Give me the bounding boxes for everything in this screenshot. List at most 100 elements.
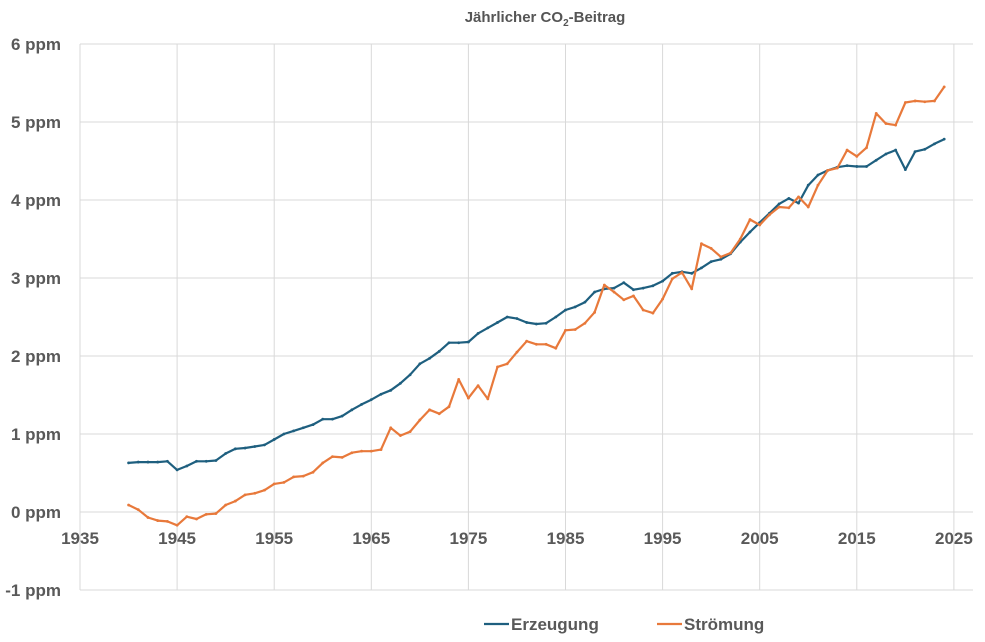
data-point: [797, 195, 800, 199]
data-point: [768, 213, 771, 217]
data-point: [632, 288, 635, 292]
data-point: [933, 142, 936, 146]
data-point: [379, 392, 383, 396]
data-point: [486, 397, 490, 401]
data-point: [379, 448, 383, 451]
x-tick-label: 1965: [352, 529, 390, 548]
data-point: [661, 297, 664, 301]
y-gridlines: [80, 43, 973, 591]
data-point: [942, 137, 946, 141]
data-point: [292, 429, 296, 433]
data-point: [428, 356, 431, 360]
y-tick-label: -1 ppm: [5, 581, 61, 600]
data-point: [428, 408, 431, 412]
data-point: [224, 452, 228, 455]
data-point: [243, 446, 247, 450]
data-point: [709, 260, 713, 264]
data-point: [544, 321, 548, 325]
data-point: [758, 223, 762, 227]
data-point: [263, 443, 266, 447]
series-erzeugung: [127, 137, 946, 472]
y-tick-label: 1 ppm: [11, 425, 61, 444]
data-point: [564, 328, 567, 332]
data-point: [496, 321, 499, 324]
y-tick-label: 3 ppm: [11, 269, 61, 288]
data-point: [544, 342, 548, 346]
data-point: [476, 384, 480, 388]
data-point: [486, 326, 490, 330]
y-tick-label: 0 ppm: [11, 503, 61, 522]
data-point: [496, 365, 499, 369]
data-point: [369, 449, 373, 453]
data-point: [185, 515, 189, 519]
legend-item-strömung: Strömung: [657, 615, 764, 634]
legend-item-erzeugung: Erzeugung: [484, 615, 599, 634]
data-point: [156, 460, 160, 464]
data-point: [301, 474, 305, 478]
legend-label: Strömung: [684, 615, 764, 634]
data-point: [874, 158, 878, 162]
data-point: [534, 322, 538, 326]
series-strömung: [127, 85, 946, 527]
y-tick-label: 4 ppm: [11, 191, 61, 210]
data-point: [593, 310, 597, 314]
data-point: [127, 461, 130, 465]
data-point: [651, 311, 655, 315]
data-point: [321, 417, 325, 421]
data-point: [816, 183, 820, 187]
data-point: [865, 165, 868, 168]
data-point: [408, 373, 412, 377]
y-axis-tick-labels: -1 ppm 0 ppm 1 ppm 2 ppm 3 ppm 4 ppm 5 ppm 6 pp…: [5, 35, 61, 600]
data-point: [593, 290, 597, 294]
x-tick-label: 1955: [255, 529, 293, 548]
data-point: [243, 493, 247, 497]
data-point: [884, 122, 888, 125]
data-point: [214, 459, 218, 462]
data-point: [204, 459, 208, 463]
x-tick-label: 1945: [158, 529, 196, 548]
data-point: [175, 523, 179, 527]
data-point: [894, 123, 898, 127]
legend: Erzeugung Strömung: [484, 615, 764, 634]
data-point: [467, 396, 470, 400]
data-point: [670, 277, 674, 281]
data-point: [437, 412, 441, 416]
data-point: [690, 287, 694, 291]
data-point: [437, 349, 441, 353]
data-point: [360, 402, 363, 406]
series-line: [128, 138, 945, 471]
data-point: [748, 230, 752, 234]
x-tick-label: 1935: [61, 529, 99, 548]
data-point: [651, 284, 655, 288]
data-point: [389, 426, 393, 430]
data-point: [515, 317, 519, 320]
data-point: [389, 388, 393, 392]
data-point: [301, 426, 305, 430]
data-point: [233, 499, 237, 503]
data-point: [272, 438, 276, 441]
data-point: [505, 362, 509, 366]
data-point: [505, 315, 509, 319]
data-point: [350, 408, 354, 412]
data-point: [923, 147, 927, 151]
data-point: [418, 418, 422, 422]
data-point: [156, 519, 160, 522]
data-point: [399, 434, 402, 437]
data-point: [602, 283, 606, 287]
data-point: [175, 468, 179, 472]
data-point: [311, 470, 315, 474]
chart-title: Jährlicher CO2-Beitrag: [465, 9, 626, 29]
x-tick-label: 2015: [838, 529, 876, 548]
data-point: [185, 464, 189, 468]
data-point: [165, 519, 169, 523]
data-point: [457, 378, 461, 381]
data-point: [612, 286, 616, 290]
data-point: [360, 449, 363, 453]
x-tick-label: 2005: [741, 529, 779, 548]
data-point: [797, 201, 800, 205]
data-point: [738, 237, 742, 241]
data-point: [515, 350, 519, 354]
x-tick-label: 1985: [547, 529, 585, 548]
data-point: [195, 517, 198, 521]
data-point: [884, 152, 888, 156]
